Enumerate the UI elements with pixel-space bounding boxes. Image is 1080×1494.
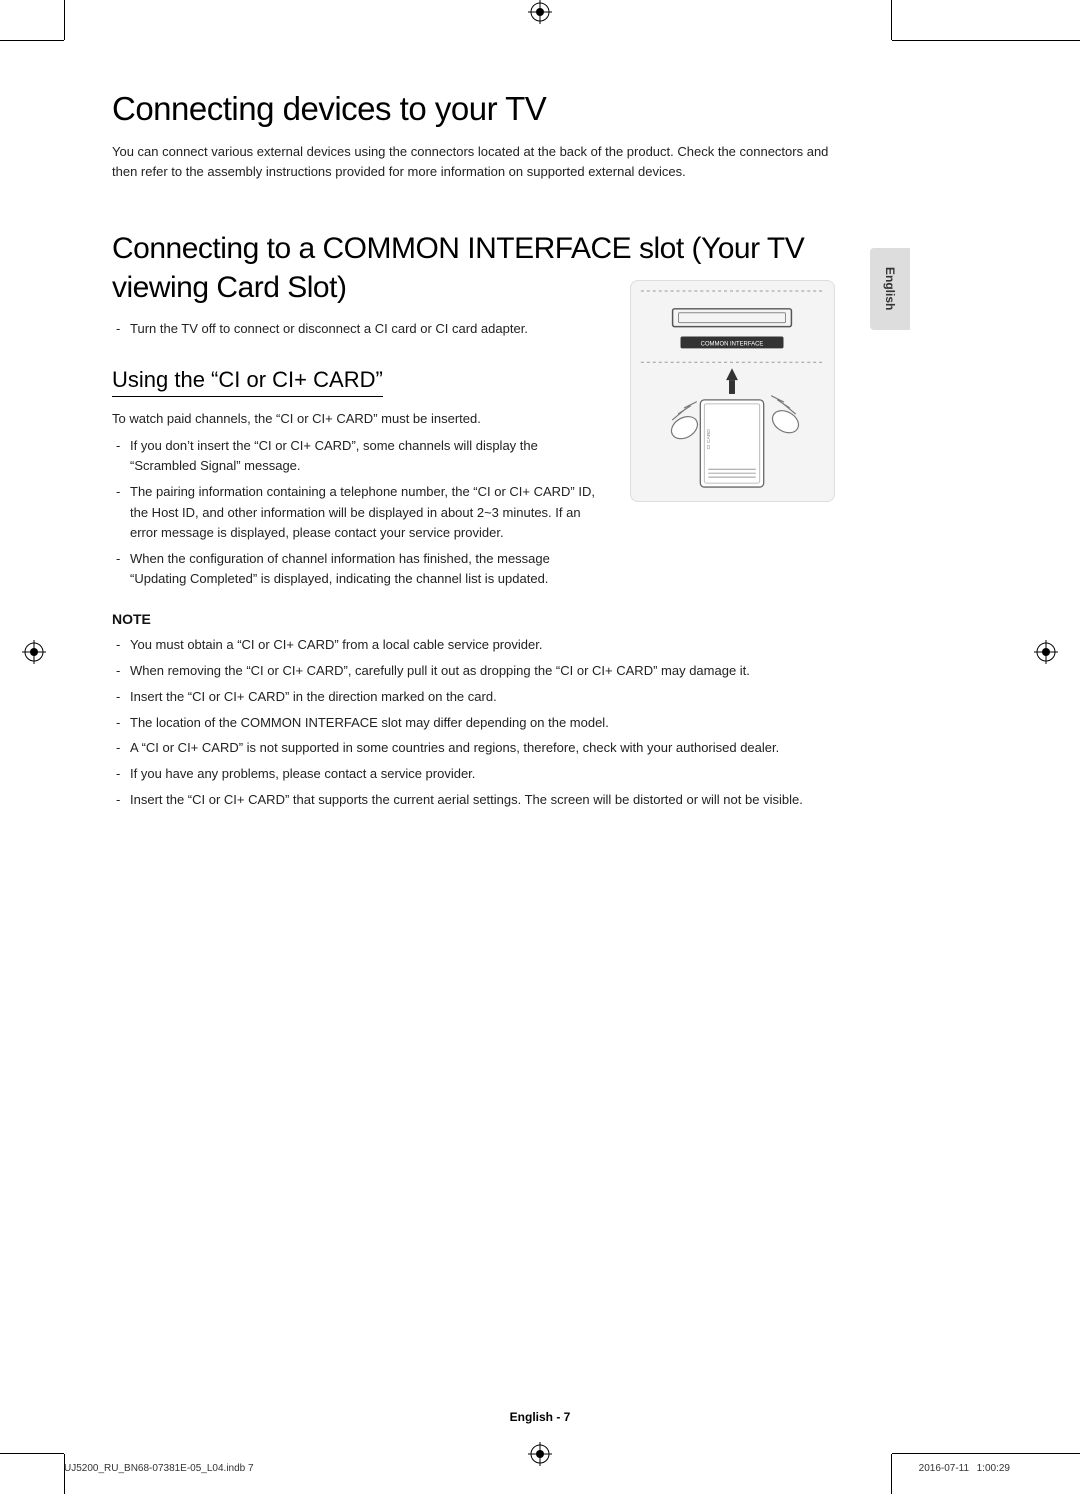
list-item: When removing the “CI or CI+ CARD”, care… (112, 661, 832, 682)
crop-line (0, 40, 64, 41)
subsection-list: If you don’t insert the “CI or CI+ CARD”… (112, 436, 602, 589)
crop-line (0, 1453, 64, 1454)
registration-mark-icon (528, 0, 552, 24)
list-item: The pairing information containing a tel… (112, 482, 602, 542)
list-item: A “CI or CI+ CARD” is not supported in s… (112, 738, 832, 759)
ci-card-diagram: COMMON INTERFACE CI CARD (630, 280, 835, 502)
intro-paragraph: You can connect various external devices… (112, 142, 832, 181)
crop-line (892, 40, 1080, 41)
registration-mark-icon (22, 640, 46, 664)
crop-line (64, 1454, 65, 1494)
list-item: You must obtain a “CI or CI+ CARD” from … (112, 635, 832, 656)
svg-text:CI CARD: CI CARD (706, 429, 712, 450)
diagram-slot-label: COMMON INTERFACE (701, 341, 764, 347)
list-item: Insert the “CI or CI+ CARD” that support… (112, 790, 832, 811)
crop-line (891, 1454, 892, 1494)
page-footer-center: English - 7 (510, 1410, 571, 1424)
note-heading: NOTE (112, 611, 832, 627)
language-tab-label: English (883, 267, 897, 310)
registration-mark-icon (528, 1442, 552, 1466)
list-item: If you have any problems, please contact… (112, 764, 832, 785)
list-item: If you don’t insert the “CI or CI+ CARD”… (112, 436, 602, 476)
list-item: The location of the COMMON INTERFACE slo… (112, 713, 832, 734)
page-footer-left: UJ5200_RU_BN68-07381E-05_L04.indb 7 (64, 1463, 254, 1474)
registration-mark-icon (1034, 640, 1058, 664)
page-footer-right: 2016-07-11 1:00:29 (919, 1463, 1010, 1474)
note-list: You must obtain a “CI or CI+ CARD” from … (112, 635, 832, 811)
crop-line (891, 0, 892, 40)
page-title: Connecting devices to your TV (112, 90, 832, 128)
list-item: Insert the “CI or CI+ CARD” in the direc… (112, 687, 832, 708)
language-tab: English (870, 248, 910, 330)
subsection-title: Using the “CI or CI+ CARD” (112, 367, 383, 397)
crop-line (892, 1453, 1080, 1454)
crop-line (64, 0, 65, 40)
list-item: When the configuration of channel inform… (112, 549, 602, 589)
